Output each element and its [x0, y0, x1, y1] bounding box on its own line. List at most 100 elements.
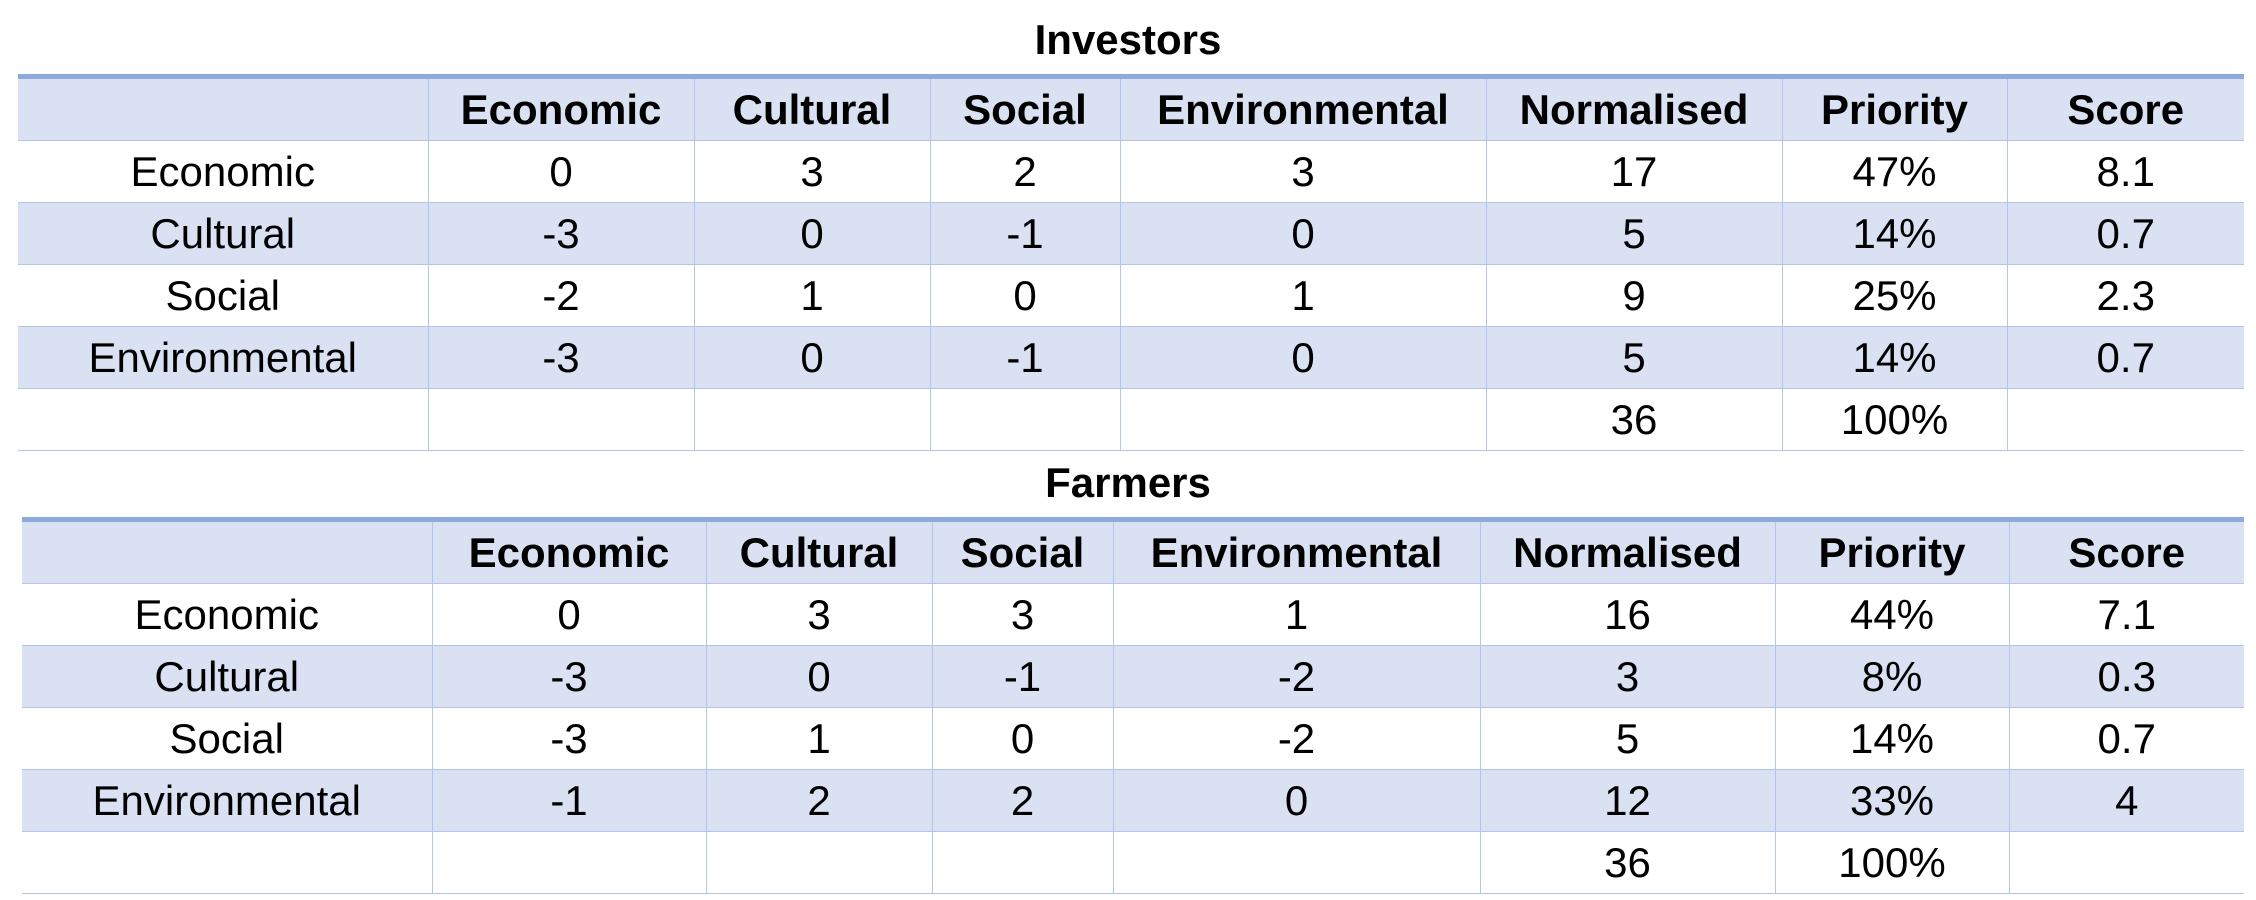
table-cell — [431, 831, 706, 894]
table-cell: 47% — [1781, 140, 2007, 203]
row-label — [22, 831, 432, 894]
header-cell: Social — [931, 519, 1113, 584]
table-cell: 0.7 — [2006, 326, 2244, 389]
table-cell — [931, 831, 1113, 894]
table-cell: 3 — [693, 140, 930, 203]
farmers-section: Farmers Economic Cultural Social Environ… — [0, 443, 2256, 894]
table-cell: 1 — [705, 707, 932, 770]
table-row: Environmental -1 2 2 0 12 33% 4 — [22, 769, 2244, 832]
header-cell: Economic — [427, 76, 694, 141]
table-cell: 8% — [1774, 645, 2009, 708]
table-cell: -3 — [431, 645, 706, 708]
table-cell: 3 — [1479, 645, 1775, 708]
table-cell: 1 — [1112, 583, 1480, 646]
header-cell: Normalised — [1485, 76, 1782, 141]
table-cell: 0 — [693, 326, 930, 389]
table-cell: 0 — [705, 645, 932, 708]
table-cell: 0 — [693, 202, 930, 265]
normalised-total: 36 — [1485, 388, 1782, 451]
priority-total: 100% — [1774, 831, 2009, 894]
header-cell: Social — [929, 76, 1120, 141]
table-cell: 0 — [427, 140, 694, 203]
table-row: Social -3 1 0 -2 5 14% 0.7 — [22, 707, 2244, 770]
table-row: Social -2 1 0 1 9 25% 2.3 — [18, 264, 2244, 327]
table-title: Farmers — [1045, 459, 1211, 506]
table-cell: 0.7 — [2006, 202, 2244, 265]
table-cell: 0 — [929, 264, 1120, 327]
table-cell: 44% — [1774, 583, 2009, 646]
table-cell: 2 — [931, 769, 1113, 832]
table-cell: 2.3 — [2006, 264, 2244, 327]
table-cell: -1 — [431, 769, 706, 832]
farmers-table: Economic Cultural Social Environmental N… — [22, 517, 2244, 894]
table-cell: 9 — [1485, 264, 1782, 327]
table-title: Investors — [1034, 16, 1222, 63]
table-cell: 12 — [1479, 769, 1775, 832]
header-cell: Environmental — [1119, 76, 1486, 141]
table-cell — [929, 388, 1120, 451]
table-cell: 0 — [1119, 202, 1486, 265]
table-cell: 0.3 — [2008, 645, 2244, 708]
header-cell — [22, 519, 432, 584]
table-cell: -3 — [427, 202, 694, 265]
table-cell: 7.1 — [2008, 583, 2244, 646]
total-row: 36 100% — [18, 388, 2244, 451]
header-cell: Cultural — [705, 519, 932, 584]
table-cell: 4 — [2008, 769, 2244, 832]
table-cell: 0 — [431, 583, 706, 646]
table-cell: -1 — [929, 326, 1120, 389]
table-cell: 0 — [1112, 769, 1480, 832]
header-row: Economic Cultural Social Environmental N… — [22, 519, 2244, 584]
table-cell — [2008, 831, 2244, 894]
table-cell: -2 — [1112, 645, 1480, 708]
table-cell: -3 — [427, 326, 694, 389]
table-cell: 16 — [1479, 583, 1775, 646]
investors-section: Investors Economic Cultural Social Envir… — [18, 16, 2244, 451]
table-cell — [1112, 831, 1480, 894]
table-cell: 3 — [931, 583, 1113, 646]
table-cell: -1 — [931, 645, 1113, 708]
table-cell: 14% — [1781, 202, 2007, 265]
table-row: Economic 0 3 2 3 17 47% 8.1 — [18, 140, 2244, 203]
row-label: Cultural — [22, 645, 432, 708]
table-cell: -3 — [431, 707, 706, 770]
header-cell: Score — [2008, 519, 2244, 584]
table-cell: 1 — [1119, 264, 1486, 327]
header-cell: Economic — [431, 519, 706, 584]
table-cell: 2 — [705, 769, 932, 832]
table-row: Environmental -3 0 -1 0 5 14% 0.7 — [18, 326, 2244, 389]
header-cell: Normalised — [1479, 519, 1775, 584]
row-label: Environmental — [18, 326, 428, 389]
priority-total: 100% — [1781, 388, 2007, 451]
investors-table: Economic Cultural Social Environmental N… — [18, 74, 2244, 451]
table-cell — [2006, 388, 2244, 451]
table-cell: 33% — [1774, 769, 2009, 832]
table-cell: 5 — [1485, 326, 1782, 389]
table-cell — [705, 831, 932, 894]
table-cell: -2 — [427, 264, 694, 327]
table-row: Cultural -3 0 -1 -2 3 8% 0.3 — [22, 645, 2244, 708]
table-cell: 0 — [931, 707, 1113, 770]
table-cell: 3 — [705, 583, 932, 646]
row-label: Economic — [22, 583, 432, 646]
table-cell: 0.7 — [2008, 707, 2244, 770]
header-cell: Cultural — [693, 76, 930, 141]
header-cell: Environmental — [1112, 519, 1480, 584]
table-cell: 14% — [1774, 707, 2009, 770]
table-cell: 1 — [693, 264, 930, 327]
table-cell: 3 — [1119, 140, 1486, 203]
table-cell: 5 — [1479, 707, 1775, 770]
table-cell: 2 — [929, 140, 1120, 203]
table-cell — [693, 388, 930, 451]
table-cell: 25% — [1781, 264, 2007, 327]
row-label: Environmental — [22, 769, 432, 832]
table-cell: -1 — [929, 202, 1120, 265]
row-label: Economic — [18, 140, 428, 203]
table-cell — [1119, 388, 1486, 451]
header-cell: Score — [2006, 76, 2244, 141]
table-row: Economic 0 3 3 1 16 44% 7.1 — [22, 583, 2244, 646]
row-label — [18, 388, 428, 451]
table-cell: 14% — [1781, 326, 2007, 389]
header-cell: Priority — [1774, 519, 2009, 584]
header-cell — [18, 76, 428, 141]
